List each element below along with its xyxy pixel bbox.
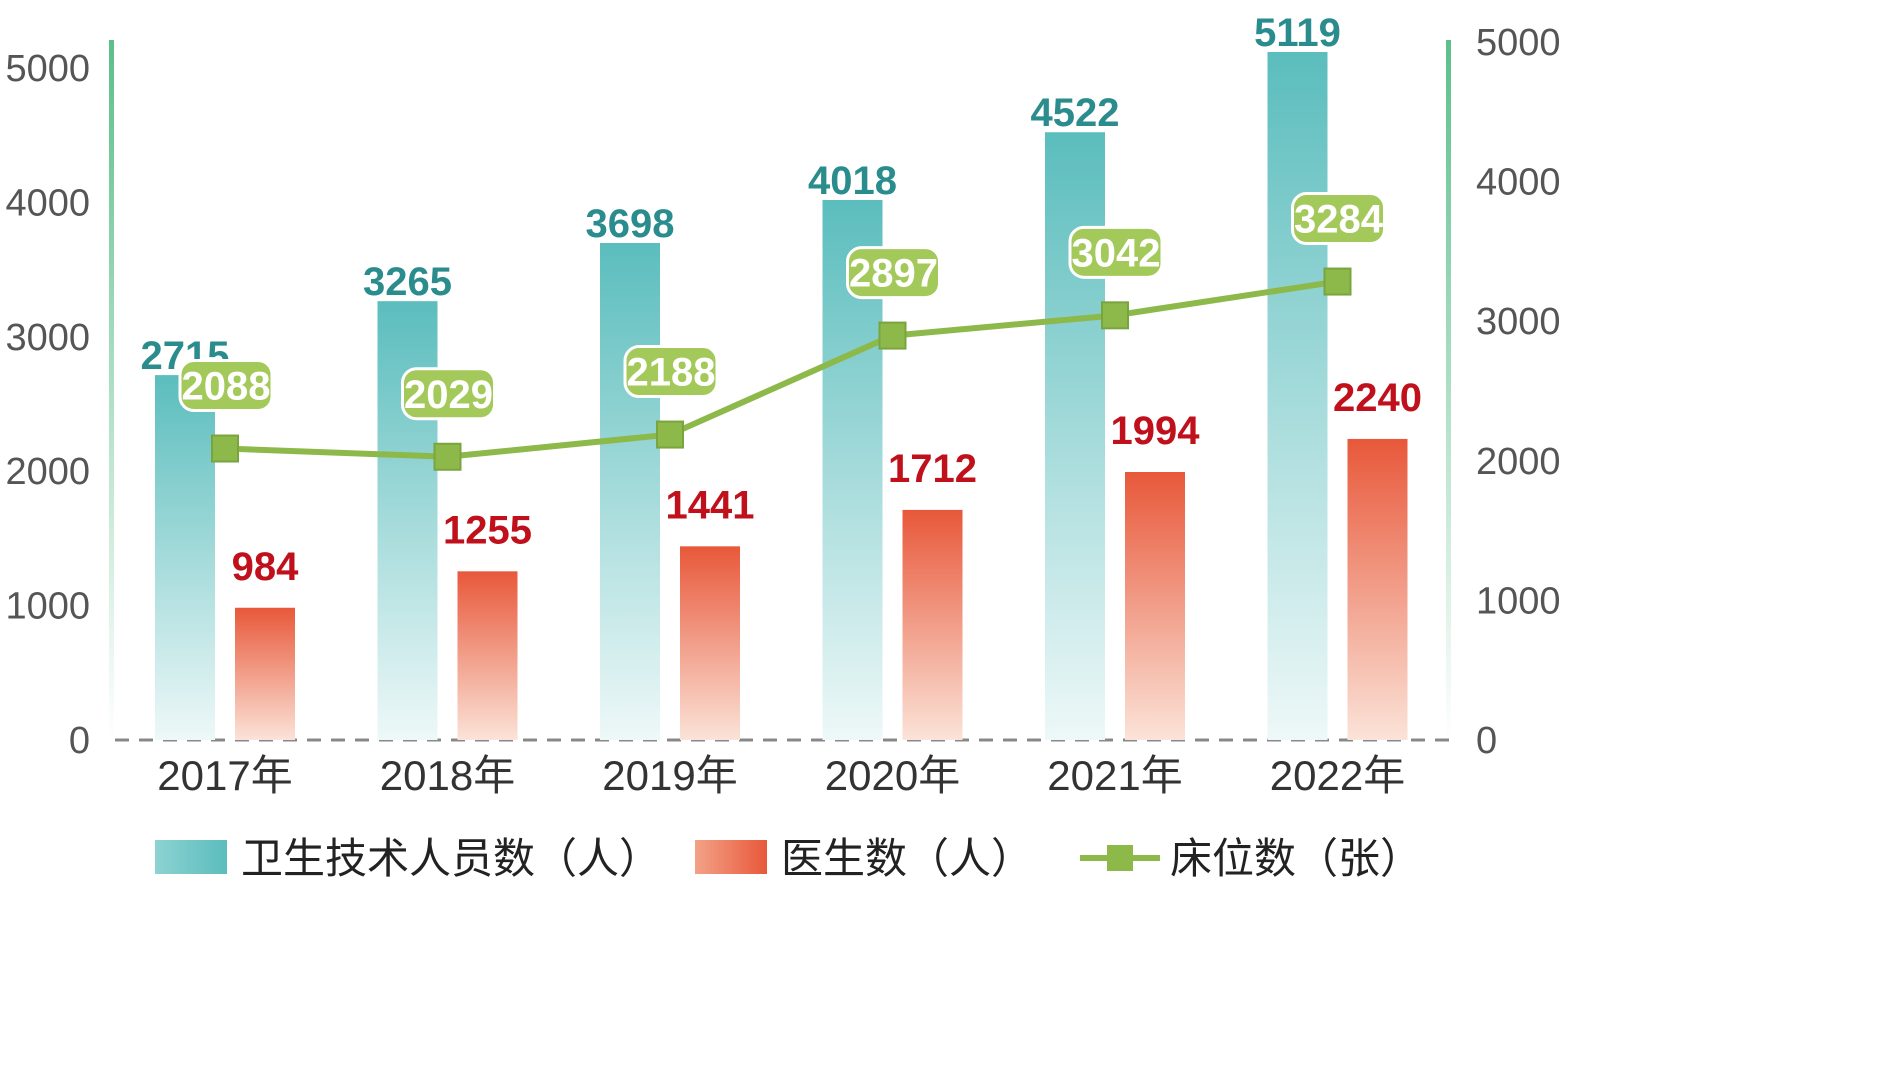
- legend-marker-beds: [1107, 845, 1133, 871]
- y-right-tick-label: 4000: [1476, 162, 1561, 204]
- axes: 0 1000 2000 3000 4000 5000 0 1000 2000 3000 4000 50…: [5, 22, 1560, 799]
- staff-bar: [377, 301, 438, 740]
- beds-value-label: 2029: [404, 373, 493, 417]
- y-right-tick-label: 1000: [1476, 580, 1561, 622]
- beds-label-box: [178, 359, 274, 413]
- beds-line-path: [224, 278, 1338, 460]
- doctor-bar: [1347, 438, 1408, 740]
- staff-bar: [1267, 52, 1328, 740]
- x-tick-label: 2021年: [1047, 752, 1182, 799]
- right-axis-bar: [1446, 40, 1451, 740]
- legend-swatch-doctor: [695, 840, 767, 874]
- doctor-bar: [902, 509, 963, 740]
- beds-label-box: [846, 246, 941, 300]
- doctor-value-label: 1994: [1111, 409, 1201, 453]
- beds-label-box: [623, 345, 719, 399]
- staff-value-label: 5119: [1254, 11, 1341, 55]
- doctor-value-label: 1712: [888, 447, 977, 491]
- legend-label-doctor: 医生数（人）: [781, 834, 1033, 883]
- staff-bar: [1045, 132, 1105, 741]
- legend-swatch-staff: [155, 840, 227, 874]
- left-axis-bar: [109, 40, 114, 740]
- y-left-tick-label: 4000: [5, 182, 90, 224]
- beds-value-label: 2088: [182, 365, 271, 409]
- doctor-value-label: 2240: [1333, 376, 1422, 420]
- y-right-tick-label: 3000: [1476, 301, 1561, 343]
- beds-marker: [656, 420, 684, 449]
- y-left-tick-label: 3000: [5, 317, 90, 359]
- doctor-bar: [235, 607, 295, 740]
- doctor-value-label: 1255: [443, 508, 532, 552]
- y-left-tick-label: 5000: [5, 48, 90, 90]
- staff-bar: [600, 242, 660, 740]
- staff-value-label: 4018: [808, 159, 897, 203]
- beds-label-box: [1291, 192, 1386, 246]
- beds-value-label: 2188: [627, 351, 716, 395]
- legend: 卫生技术人员数（人） 医生数（人） 床位数（张）: [155, 834, 1422, 883]
- x-tick-label: 2020年: [825, 752, 960, 799]
- bars: [155, 52, 1408, 741]
- x-tick-label: 2022年: [1270, 752, 1405, 799]
- beds-value-label: 3042: [1072, 231, 1161, 275]
- y-left-tick-label: 1000: [5, 586, 90, 628]
- staff-value-label: 4522: [1031, 91, 1120, 135]
- doctor-bar: [680, 546, 740, 740]
- y-right-tick-label: 5000: [1476, 22, 1561, 64]
- y-right-tick-label: 0: [1476, 720, 1497, 762]
- beds-value-label: 2897: [849, 252, 938, 296]
- y-right-tick-label: 2000: [1476, 441, 1561, 483]
- beds-marker: [433, 442, 462, 471]
- beds-label-box: [1068, 225, 1164, 279]
- beds-marker: [211, 434, 239, 463]
- staff-value-label: 3265: [363, 260, 452, 304]
- data-labels: 2715984326512553698144140181712452219945…: [141, 11, 1422, 589]
- staff-bar: [155, 375, 215, 740]
- doctor-value-label: 1441: [666, 483, 755, 527]
- x-tick-label: 2018年: [380, 752, 515, 799]
- legend-label-staff: 卫生技术人员数（人）: [241, 834, 661, 883]
- y-left-tick-label: 2000: [5, 451, 90, 493]
- beds-line: [211, 267, 1352, 471]
- beds-label-box: [401, 367, 496, 421]
- y-left-tick-label: 0: [69, 720, 90, 762]
- doctor-bar: [457, 571, 518, 740]
- beds-marker: [1101, 301, 1129, 330]
- x-tick-label: 2017年: [157, 752, 292, 799]
- beds-marker: [878, 321, 907, 350]
- legend-label-beds: 床位数（张）: [1170, 834, 1422, 883]
- x-tick-label: 2019年: [602, 752, 737, 799]
- doctor-bar: [1125, 472, 1185, 740]
- staff-value-label: 3698: [586, 202, 675, 246]
- doctor-value-label: 984: [232, 545, 299, 589]
- beds-value-label: 3284: [1294, 198, 1384, 242]
- beds-marker: [1323, 267, 1352, 296]
